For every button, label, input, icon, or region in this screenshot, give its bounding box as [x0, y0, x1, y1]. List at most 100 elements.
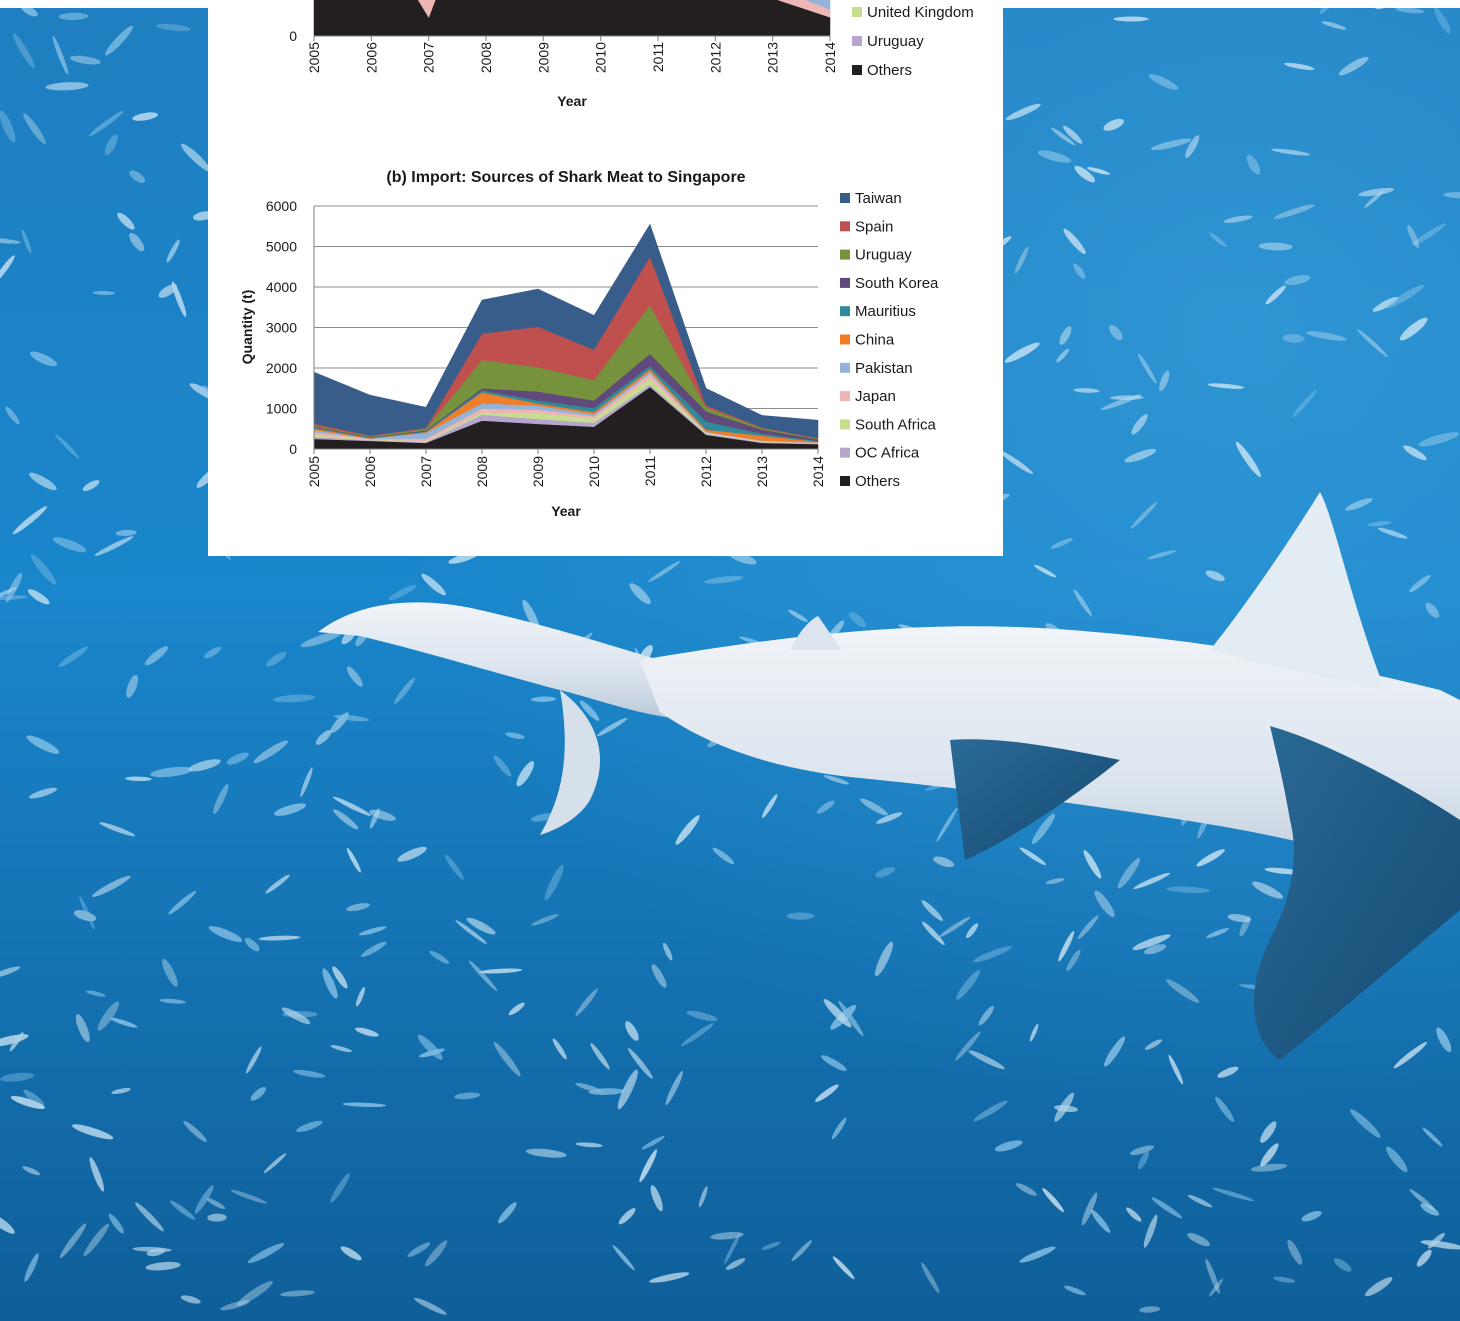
fish: [94, 536, 134, 556]
fish: [1301, 1210, 1322, 1222]
legend-item-label: Pakistan: [855, 360, 913, 377]
x-tick-label: 2008: [478, 42, 494, 73]
fish: [1321, 21, 1347, 30]
fish: [417, 1034, 443, 1060]
fish: [1223, 215, 1253, 223]
fish: [832, 1256, 855, 1280]
fish: [150, 766, 193, 778]
fish: [1273, 1276, 1296, 1283]
fish: [0, 237, 21, 244]
fish: [1395, 7, 1425, 14]
fish: [332, 796, 372, 816]
fish: [1124, 448, 1157, 463]
legend-swatch: [840, 221, 850, 232]
fish: [479, 968, 523, 974]
fish: [1087, 167, 1110, 175]
area-series-taiwan: [313, 223, 819, 439]
x-tick-label: 2007: [418, 456, 434, 487]
x-tick-label: 2010: [586, 456, 602, 487]
fish: [1212, 1187, 1254, 1202]
fish: [1399, 317, 1428, 341]
fish: [681, 1023, 714, 1047]
fish: [273, 694, 316, 703]
fish: [1196, 849, 1225, 867]
fish: [245, 1046, 262, 1074]
fish: [55, 434, 80, 459]
fish: [1045, 878, 1065, 885]
fish: [22, 1166, 41, 1176]
fish: [936, 807, 958, 842]
fish: [662, 942, 673, 961]
fish: [99, 822, 136, 837]
fish: [788, 609, 808, 622]
x-tick-label: 2011: [650, 42, 666, 72]
y-tick-label: 5000: [266, 239, 297, 255]
fish: [838, 1000, 864, 1037]
fish: [1081, 1192, 1098, 1226]
fish: [79, 896, 95, 930]
fish: [236, 1280, 273, 1306]
chart-b-ylabel: Quantity (t): [239, 290, 255, 365]
fish: [1133, 872, 1171, 889]
fish: [831, 1117, 847, 1140]
x-tick-label: 2011: [642, 456, 658, 486]
fish: [12, 506, 48, 535]
fish: [0, 110, 16, 143]
fish: [1143, 1214, 1158, 1248]
chart-b-xlabel: Year: [551, 503, 581, 519]
fish: [300, 631, 343, 648]
fish: [508, 1002, 525, 1016]
fish: [724, 1233, 741, 1264]
fish: [1139, 1306, 1161, 1313]
legend-swatch: [840, 391, 850, 402]
fish: [346, 847, 361, 873]
fish: [516, 761, 535, 787]
fish: [83, 1223, 109, 1257]
legend-item-label: Spain: [855, 218, 893, 235]
fish: [1358, 187, 1395, 197]
legend-swatch: [840, 362, 850, 373]
fish: [425, 1240, 448, 1267]
fish: [111, 1088, 131, 1094]
fish: [73, 910, 97, 922]
fish: [968, 1050, 1005, 1070]
fish: [1393, 1041, 1428, 1069]
fish: [1090, 1209, 1111, 1233]
fish: [1056, 348, 1070, 363]
fish: [1420, 1203, 1440, 1216]
fish: [875, 866, 896, 878]
fish: [188, 759, 221, 772]
fish: [1409, 1189, 1436, 1211]
x-tick-label: 2006: [363, 42, 379, 73]
fish: [91, 875, 131, 897]
fish: [247, 1243, 285, 1264]
fish: [921, 900, 943, 921]
fish: [322, 968, 338, 999]
fish: [1034, 564, 1057, 578]
fish: [1100, 394, 1142, 411]
fish: [1077, 915, 1099, 939]
fish: [332, 966, 348, 989]
fish: [159, 998, 186, 1004]
fish: [69, 55, 101, 65]
fish: [454, 1092, 481, 1100]
fish: [1345, 498, 1373, 511]
fish: [1050, 127, 1076, 146]
fish: [1015, 1183, 1037, 1196]
fish: [115, 529, 137, 536]
fish: [1130, 501, 1158, 529]
fish: [29, 472, 57, 491]
fish: [145, 1261, 181, 1271]
legend-swatch: [840, 277, 850, 288]
fish: [369, 809, 396, 821]
fish: [1250, 1163, 1288, 1172]
fish: [1185, 135, 1200, 158]
fish: [1147, 550, 1177, 560]
x-tick-label: 2009: [535, 42, 551, 73]
area-series-unlabeled-4: [805, 0, 831, 10]
fish: [1209, 1278, 1224, 1297]
fish: [1059, 326, 1072, 345]
fish: [1372, 296, 1399, 312]
fish: [181, 143, 211, 172]
fish: [1032, 813, 1055, 845]
